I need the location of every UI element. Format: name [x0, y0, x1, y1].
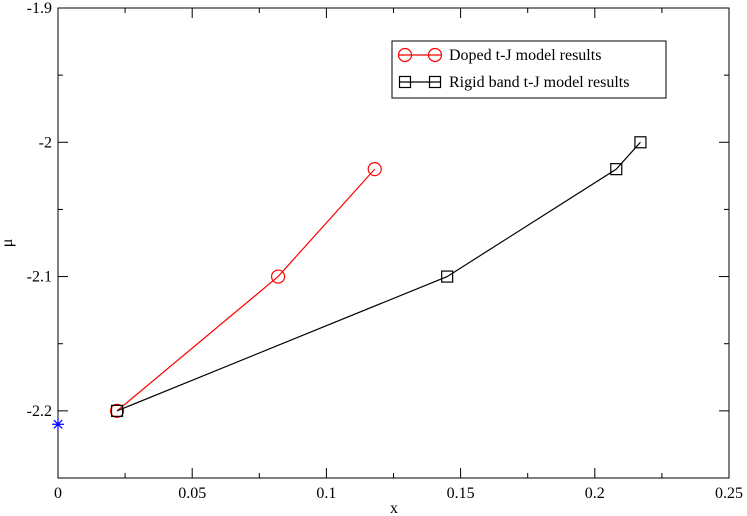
series-line-1: [116, 168, 376, 412]
legend-marker-1-right: [427, 47, 443, 63]
series-2-point: [610, 163, 623, 176]
extra-point-layer: [52, 418, 64, 431]
y-axis-ticks: -1.9 -2 -2.1 -2.2: [27, 0, 729, 479]
x-tick-label: 0.15: [447, 485, 475, 502]
y-tick-label: -2: [39, 134, 52, 151]
y-tick-label: -1.9: [27, 0, 52, 17]
x-tick-label: 0.2: [585, 485, 605, 502]
series-1-point: [270, 269, 286, 284]
series-1-point: [367, 162, 382, 177]
legend-marker-2-left: [398, 75, 412, 89]
legend: Doped t-J model results Rigid band t-J mo…: [391, 40, 667, 99]
x-tick-label: 0.25: [715, 485, 743, 502]
y-axis-label: μ: [0, 239, 16, 248]
series-1-point: [109, 403, 125, 418]
series-2-point: [110, 404, 124, 417]
star-point-d2: [53, 419, 63, 429]
x-tick-label: 0: [54, 485, 62, 502]
series-2-point: [441, 270, 454, 283]
x-tick-label: 0.05: [178, 485, 206, 502]
legend-label-2: Rigid band t-J model results: [449, 74, 629, 91]
legend-marker-2-right: [428, 75, 442, 89]
series-layer: [109, 136, 647, 418]
legend-label-1: Doped t-J model results: [449, 47, 601, 64]
x-tick-label: 0.1: [316, 485, 336, 502]
legend-box: [391, 40, 667, 99]
series-line-2: [116, 141, 641, 412]
x-axis-ticks: 0 0.05 0.1 0.15 0.2 0.25: [54, 8, 743, 502]
y-tick-label: -2.2: [27, 403, 52, 420]
y-tick-label: -2.1: [27, 269, 52, 286]
x-axis-label: x: [390, 500, 398, 516]
legend-marker-1-left: [397, 47, 413, 63]
series-2-point: [634, 136, 647, 149]
